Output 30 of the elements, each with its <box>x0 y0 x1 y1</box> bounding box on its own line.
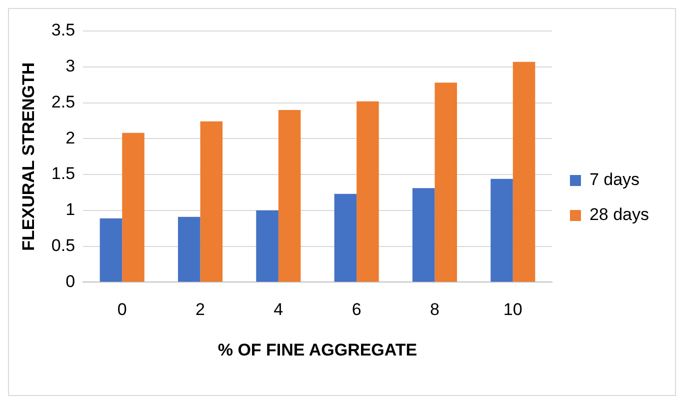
x-tick-label: 4 <box>274 300 284 320</box>
y-tick-label: 2 <box>66 128 76 148</box>
legend-label: 28 days <box>589 205 650 224</box>
x-tick-label: 6 <box>352 300 362 320</box>
y-axis-title: FLEXURAL STRENGTH <box>18 62 38 251</box>
bar <box>256 210 278 282</box>
bar <box>412 188 435 282</box>
bar <box>122 132 144 282</box>
bar <box>100 218 122 282</box>
x-axis-title: % OF FINE AGGREGATE <box>218 340 418 360</box>
bar <box>512 62 536 282</box>
y-tick-label: 0 <box>66 272 76 291</box>
x-tick-label: 0 <box>117 300 127 320</box>
bar <box>334 194 357 282</box>
y-tick-label: 0.5 <box>51 236 76 255</box>
bar <box>356 101 379 282</box>
x-tick-label: 8 <box>430 300 440 320</box>
legend-label: 7 days <box>589 170 640 190</box>
x-tick-label: 2 <box>196 300 205 320</box>
y-tick-label: 3.5 <box>51 20 76 40</box>
bar <box>278 110 301 282</box>
bar <box>178 216 200 282</box>
y-tick-label: 1.5 <box>51 164 76 184</box>
y-tick-label: 1 <box>66 200 76 220</box>
y-tick-label: 3 <box>66 56 76 76</box>
x-tick-label: 10 <box>503 300 522 320</box>
bar <box>200 121 223 282</box>
bar <box>434 82 457 282</box>
y-tick-label: 2.5 <box>51 92 76 112</box>
bar <box>490 178 513 282</box>
